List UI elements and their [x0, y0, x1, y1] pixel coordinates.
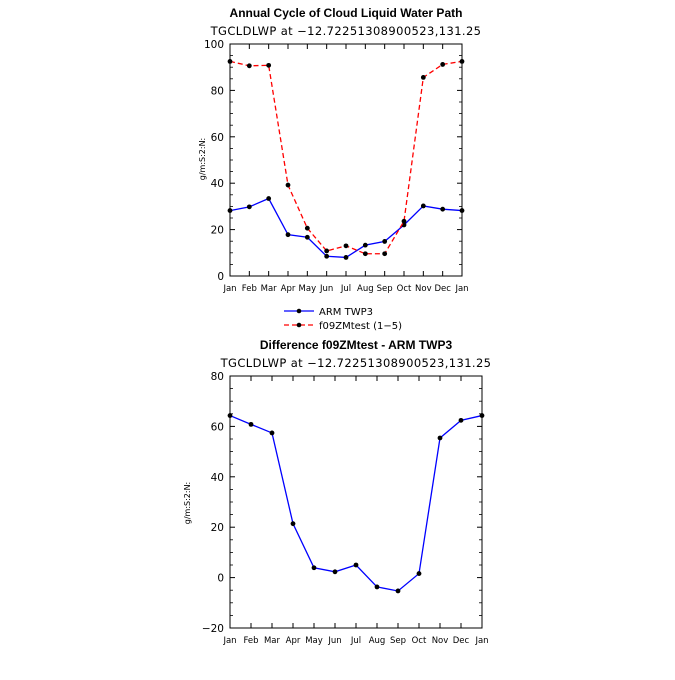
chart1-point-0-2: [266, 196, 272, 201]
chart1-xtick-label-feb: Feb: [242, 284, 257, 294]
chart2-xtick-label-dec: Dec: [453, 636, 470, 646]
chart1-xtick-label-may: May: [299, 284, 317, 294]
chart2-xtick-label-may: May: [305, 636, 323, 646]
chart2-xtick-label-jan: Jan: [474, 636, 488, 646]
chart1-xtick-label-oct: Oct: [397, 284, 412, 294]
chart1-point-0-8: [382, 239, 388, 244]
chart2-xtick-label-oct: Oct: [412, 636, 427, 646]
chart1-point-1-1: [246, 63, 252, 69]
chart1-ytick-label: 60: [211, 132, 224, 144]
chart1-point-1-5: [324, 248, 330, 254]
chart2-point-0-1: [248, 421, 254, 427]
chart2-point-0-8: [395, 588, 401, 594]
chart2-xtick-label-mar: Mar: [264, 636, 281, 646]
chart2-xtick-label-aug: Aug: [369, 636, 386, 646]
chart2-xtick-label-nov: Nov: [432, 636, 449, 646]
chart1-xtick-label-jun: Jun: [319, 284, 333, 294]
chart1-point-0-3: [285, 232, 291, 238]
chart1-point-1-10: [420, 75, 426, 80]
chart1-xtick-label-sep: Sep: [377, 284, 393, 294]
chart1-point-1-12: [459, 59, 465, 64]
chart2-point-0-4: [311, 565, 317, 571]
chart2-xtick-label-jul: Jul: [350, 636, 361, 646]
chart2-ytick-label: 20: [211, 522, 224, 534]
chart2-xtick-label-jun: Jun: [327, 636, 341, 646]
chart2-point-0-12: [479, 413, 485, 418]
chart1-point-1-2: [266, 62, 272, 68]
chart1-xtick-label-apr: Apr: [281, 284, 296, 294]
chart1-ytick-label: 100: [204, 39, 224, 51]
chart1-xtick-label-mar: Mar: [261, 284, 278, 294]
chart2-xtick-label-sep: Sep: [390, 636, 406, 646]
chart2-title: Difference f09ZMtest - ARM TWP3: [260, 338, 453, 352]
chart1-series-group: [227, 59, 465, 260]
chart2-point-0-11: [458, 417, 464, 423]
chart1-point-0-7: [362, 242, 368, 248]
chart2-subtitle: TGCLDLWP at −12.72251308900523,131.25: [220, 356, 492, 370]
legend-marker-arm-twp3: [296, 308, 302, 314]
chart1-subtitle: TGCLDLWP at −12.72251308900523,131.25: [210, 24, 482, 38]
chart2-ytick-label: 40: [211, 472, 224, 484]
chart1-ytick-label: 40: [211, 178, 224, 190]
chart1-point-1-8: [382, 251, 388, 257]
chart1-title: Annual Cycle of Cloud Liquid Water Path: [230, 6, 463, 20]
chart1-point-0-10: [420, 203, 426, 209]
chart2-xtick-label-jan: Jan: [222, 636, 236, 646]
chart2-point-0-2: [269, 430, 275, 436]
chart2-ytick-label: 0: [217, 573, 224, 585]
chart2-ylabel: g/m:S:2:N:: [183, 482, 192, 525]
chart2-point-0-9: [416, 571, 422, 576]
chart1-point-0-1: [246, 204, 252, 210]
chart1-ylabel: g/m:S:2:N:: [198, 138, 207, 181]
chart1-point-1-11: [440, 62, 446, 67]
chart1-point-1-9: [401, 218, 407, 224]
chart1-axes: 0 20 40 60 80 100 Jan Feb Mar Apr May Jun Jul Aug Sep O…: [204, 39, 469, 294]
chart1-point-0-5: [324, 253, 330, 259]
chart1-point-0-4: [304, 234, 310, 240]
chart2-point-0-0: [227, 413, 233, 418]
chart2-point-0-5: [332, 569, 338, 575]
chart1-point-1-0: [227, 59, 233, 64]
chart1-point-0-0: [227, 208, 233, 213]
chart1-xtick-label-nov: Nov: [415, 284, 432, 294]
legend-label-f09zmtest: f09ZMtest (1−5): [319, 321, 402, 332]
chart1-legend: ARM TWP3 f09ZMtest (1−5): [284, 307, 402, 332]
chart1-xtick-label-jan: Jan: [222, 284, 236, 294]
chart2-ytick-label: 80: [211, 371, 224, 383]
chart2-ytick-label: −20: [202, 623, 224, 635]
chart1-point-0-11: [440, 206, 446, 212]
chart1-point-0-6: [343, 255, 349, 260]
chart1-point-1-7: [362, 251, 368, 257]
chart2-point-0-3: [290, 521, 296, 527]
chart1-xtick-label-aug: Aug: [357, 284, 374, 294]
legend-label-arm-twp3: ARM TWP3: [319, 307, 373, 318]
chart2-axes: −20 0 20 40 60 80 Jan Feb Mar Apr May Jun Jul Aug Sep O…: [202, 371, 489, 646]
chart1-xtick-label-jul: Jul: [340, 284, 351, 294]
chart1-xtick-label-dec: Dec: [434, 284, 451, 294]
chart1-point-1-4: [304, 225, 310, 231]
chart1-ytick-label: 0: [217, 271, 224, 283]
chart1-point-1-6: [343, 243, 349, 249]
chart1-xtick-label-jan: Jan: [454, 284, 468, 294]
chart2-ytick-label: 60: [211, 421, 224, 433]
chart1-point-1-3: [285, 182, 291, 188]
chart1-ytick-label: 80: [211, 85, 224, 97]
chart1-point-0-12: [459, 208, 465, 213]
chart2-xtick-label-apr: Apr: [286, 636, 301, 646]
chart2-point-0-7: [374, 584, 380, 590]
chart2-series-group: [227, 413, 485, 594]
chart1-ytick-label: 20: [211, 225, 224, 237]
chart2-point-0-10: [437, 435, 443, 441]
legend-marker-f09zmtest: [296, 322, 302, 328]
chart2-xtick-label-feb: Feb: [243, 636, 258, 646]
chart2-point-0-6: [353, 562, 359, 568]
